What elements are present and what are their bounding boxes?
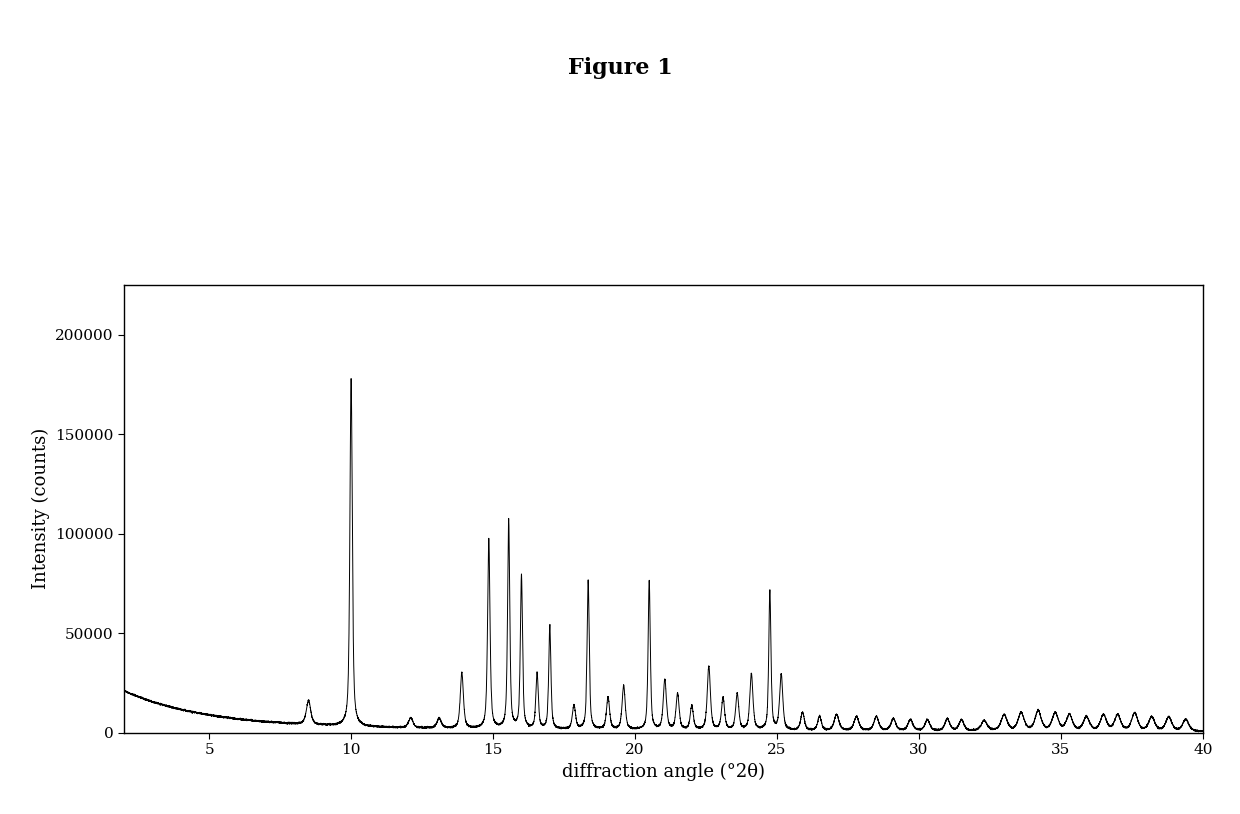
- Y-axis label: Intensity (counts): Intensity (counts): [31, 428, 50, 589]
- Text: Figure 1: Figure 1: [568, 57, 672, 79]
- X-axis label: diffraction angle (°2θ): diffraction angle (°2θ): [562, 763, 765, 781]
